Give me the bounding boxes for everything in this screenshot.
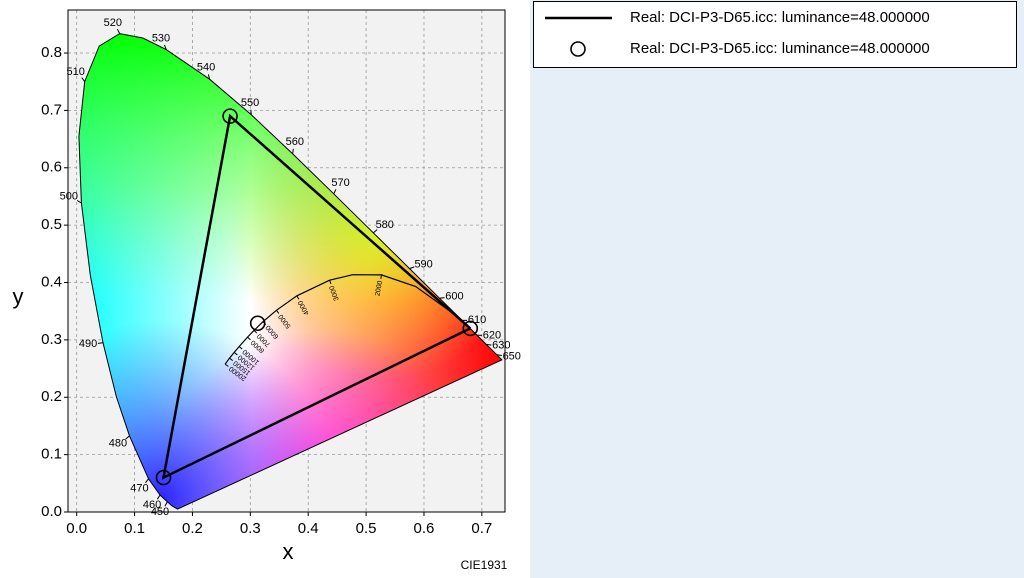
x-tick-label: 0.3 xyxy=(240,520,261,537)
wavelength-label: 490 xyxy=(79,338,97,350)
x-tick-label: 0.2 xyxy=(182,520,203,537)
wavelength-tick xyxy=(292,148,294,154)
wavelength-tick xyxy=(333,189,337,194)
wavelength-label: 480 xyxy=(109,437,127,449)
wavelength-label: 620 xyxy=(483,330,501,342)
wavelength-tick xyxy=(164,501,168,507)
temperature-tick xyxy=(238,346,243,350)
x-tick-label: 0.6 xyxy=(414,520,435,537)
wavelength-label: 650 xyxy=(503,350,521,362)
temperature-tick xyxy=(229,357,234,362)
temperature-tick xyxy=(380,274,383,279)
gamut-line xyxy=(161,113,472,480)
wavelength-tick xyxy=(207,74,211,80)
marker xyxy=(462,320,479,337)
wavelength-label: 600 xyxy=(445,291,463,303)
temperature-tick xyxy=(276,309,280,314)
x-tick-label: 0.5 xyxy=(356,520,377,537)
wavelength-label: 500 xyxy=(60,191,78,203)
wavelength-label: 630 xyxy=(492,340,510,352)
wavelength-tick xyxy=(125,435,130,440)
legend-marker xyxy=(570,41,586,57)
wavelength-tick xyxy=(145,478,149,484)
temperature-label: 2000 xyxy=(374,280,384,297)
temperature-tick xyxy=(247,336,251,341)
marker xyxy=(155,469,172,486)
y-tick-label: 0.7 xyxy=(41,101,62,118)
x-tick-label: 0.0 xyxy=(66,520,87,537)
wavelength-tick xyxy=(116,28,121,34)
wavelength-label: 570 xyxy=(331,177,349,189)
y-tick-label: 0.4 xyxy=(41,273,62,290)
legend-label: Real: DCI-P3-D65.icc: luminance=48.00000… xyxy=(630,40,930,57)
wavelength-tick xyxy=(409,266,415,270)
wavelength-label: 610 xyxy=(468,314,486,326)
y-axis-title: y xyxy=(13,284,24,309)
side-panel xyxy=(530,0,1024,578)
temperature-tick xyxy=(253,330,258,334)
wavelength-tick xyxy=(76,199,82,204)
marker xyxy=(249,315,266,332)
wavelength-tick xyxy=(97,342,104,344)
marker xyxy=(222,108,238,124)
wavelength-label: 540 xyxy=(197,61,215,73)
legend-label: Real: DCI-P3-D65.icc: luminance=48.00000… xyxy=(630,9,930,26)
y-tick-label: 0.8 xyxy=(41,44,62,61)
y-tick-label: 0.5 xyxy=(41,216,62,233)
temperature-tick xyxy=(296,295,300,300)
wavelength-label: 510 xyxy=(66,66,84,78)
wavelength-label: 520 xyxy=(104,17,122,29)
y-tick-label: 0.1 xyxy=(41,446,62,463)
wavelength-tick xyxy=(81,77,86,82)
wavelength-tick xyxy=(496,354,502,356)
legend-box xyxy=(533,1,1017,68)
wavelength-label: 580 xyxy=(376,219,394,231)
x-tick-label: 0.7 xyxy=(471,520,492,537)
wavelength-label: 590 xyxy=(414,258,432,270)
wavelength-label: 560 xyxy=(286,136,304,148)
note: CIE1931 xyxy=(461,558,508,572)
temperature-tick xyxy=(233,352,238,356)
wavelength-tick xyxy=(372,229,378,234)
wavelength-tick xyxy=(439,297,445,299)
plot-frame xyxy=(67,9,506,513)
planckian-locus xyxy=(224,274,455,365)
y-tick-label: 0.0 xyxy=(41,503,62,520)
temperature-tick xyxy=(224,363,229,367)
wavelength-label: 530 xyxy=(152,32,170,44)
y-tick-label: 0.6 xyxy=(41,159,62,176)
wavelength-label: 550 xyxy=(241,97,259,109)
wavelength-label: 460 xyxy=(143,499,161,511)
wavelength-tick xyxy=(156,494,161,500)
y-tick-label: 0.2 xyxy=(41,388,62,405)
wavelength-tick xyxy=(164,44,167,50)
y-tick-label: 0.3 xyxy=(41,331,62,348)
x-tick-label: 0.1 xyxy=(124,520,145,537)
temperature-tick xyxy=(329,279,332,285)
wavelength-label: 470 xyxy=(130,482,148,494)
x-axis-title: x xyxy=(283,539,294,564)
x-tick-label: 0.4 xyxy=(298,520,319,537)
